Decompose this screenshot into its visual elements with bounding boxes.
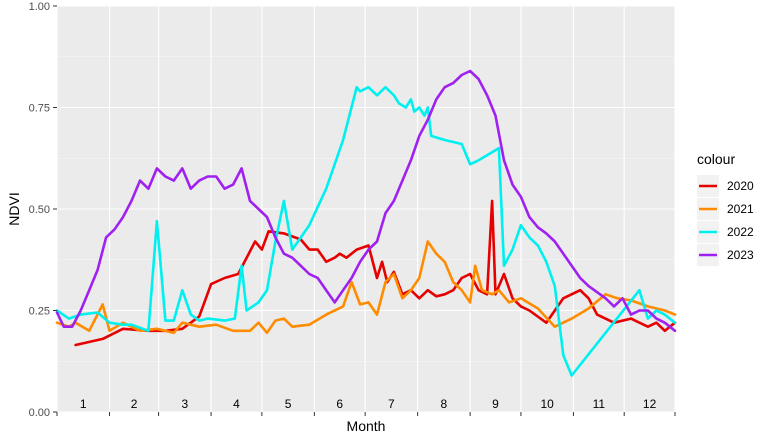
series-line-2023 (55, 69, 677, 333)
y-tick-label: 0.75 (29, 103, 50, 115)
y-tick-label: 0.25 (29, 306, 50, 318)
x-axis: 1 2 3 4 5 6 7 8 9 10 11 12 (56, 397, 676, 416)
month-label: 6 (336, 397, 343, 411)
month-label: 8 (441, 397, 448, 411)
month-label: 2 (131, 397, 138, 411)
month-label: 10 (540, 397, 554, 411)
y-tick-label: 1.00 (29, 1, 50, 13)
month-label: 7 (388, 397, 395, 411)
legend-label-2022: 2022 (727, 225, 754, 239)
legend-label-2021: 2021 (727, 202, 754, 216)
series-line-2020 (74, 199, 677, 347)
month-label: 3 (181, 397, 188, 411)
legend-label-2020: 2020 (727, 179, 754, 193)
y-tick-label: 0.00 (29, 407, 50, 419)
x-axis-title: Month (347, 418, 386, 434)
legend-title: colour (697, 151, 735, 167)
series-line-2022 (55, 85, 677, 377)
month-label: 5 (285, 397, 292, 411)
legend: colour 2020 2021 2022 2023 (697, 151, 754, 266)
y-axis: 0.00 0.25 0.50 0.75 1.00 (29, 1, 57, 419)
y-axis-title: NDVI (6, 192, 22, 225)
month-label: 9 (492, 397, 499, 411)
y-tick-label: 0.50 (29, 204, 50, 216)
month-label: 11 (593, 397, 606, 411)
legend-label-2023: 2023 (727, 248, 754, 262)
month-label: 1 (80, 397, 87, 411)
series-line-2021 (55, 240, 677, 335)
month-label: 4 (233, 397, 240, 411)
series-layer (55, 69, 677, 377)
month-label: 12 (643, 397, 657, 411)
